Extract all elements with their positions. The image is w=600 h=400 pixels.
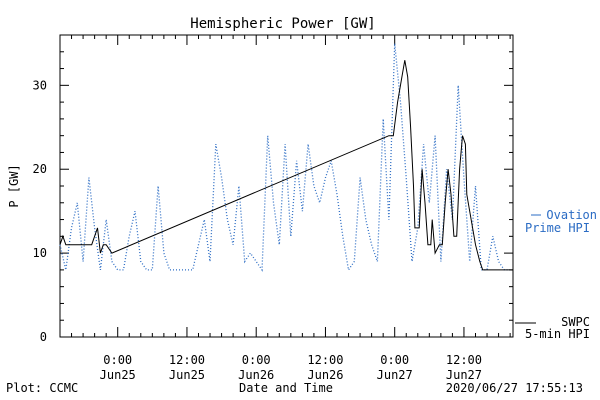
x-tick-date-label: Jun27 bbox=[446, 368, 482, 382]
chart-title: Hemispheric Power [GW] bbox=[190, 16, 375, 32]
x-tick-time-label: 0:00 bbox=[380, 353, 409, 367]
ovation-series-line bbox=[59, 43, 511, 272]
x-tick-time-label: 12:00 bbox=[446, 353, 482, 367]
legend-swpc-label-line2: 5-min HPI bbox=[525, 327, 590, 341]
footer-source: Plot: CCMC bbox=[6, 381, 78, 395]
x-tick-date-label: Jun25 bbox=[169, 368, 205, 382]
y-tick-label: 20 bbox=[33, 162, 47, 176]
x-axis: 0:00Jun2512:00Jun250:00Jun2612:00Jun260:… bbox=[59, 35, 511, 382]
y-tick-label: 10 bbox=[33, 246, 47, 260]
x-axis-label: Date and Time bbox=[239, 381, 333, 395]
legend-ovation-label-line1: Ovation bbox=[546, 208, 597, 222]
legend-ovation-label-line2: Prime HPI bbox=[525, 221, 590, 235]
x-tick-date-label: Jun26 bbox=[238, 368, 274, 382]
x-tick-date-label: Jun27 bbox=[377, 368, 413, 382]
plot-area-border bbox=[59, 34, 514, 338]
y-tick-label: 0 bbox=[40, 330, 47, 344]
x-tick-date-label: Jun26 bbox=[307, 368, 343, 382]
x-tick-time-label: 12:00 bbox=[169, 353, 205, 367]
y-axis: 0 10 20 30 bbox=[33, 34, 513, 344]
legend-swpc-label-line1: SWPC bbox=[561, 315, 590, 329]
swpc-series-line bbox=[59, 60, 513, 271]
legend-swpc: SWPC 5-min HPI bbox=[515, 315, 590, 341]
plot-frame bbox=[59, 34, 514, 338]
legend-ovation: Ovation Prime HPI bbox=[525, 208, 597, 235]
x-tick-date-label: Jun25 bbox=[100, 368, 136, 382]
x-tick-time-label: 12:00 bbox=[307, 353, 343, 367]
x-tick-time-label: 0:00 bbox=[103, 353, 132, 367]
series-layer bbox=[59, 43, 513, 272]
y-axis-label: P [GW] bbox=[7, 164, 21, 207]
footer-timestamp: 2020/06/27 17:55:13 bbox=[446, 381, 583, 395]
x-tick-time-label: 0:00 bbox=[242, 353, 271, 367]
y-tick-label: 30 bbox=[33, 78, 47, 92]
